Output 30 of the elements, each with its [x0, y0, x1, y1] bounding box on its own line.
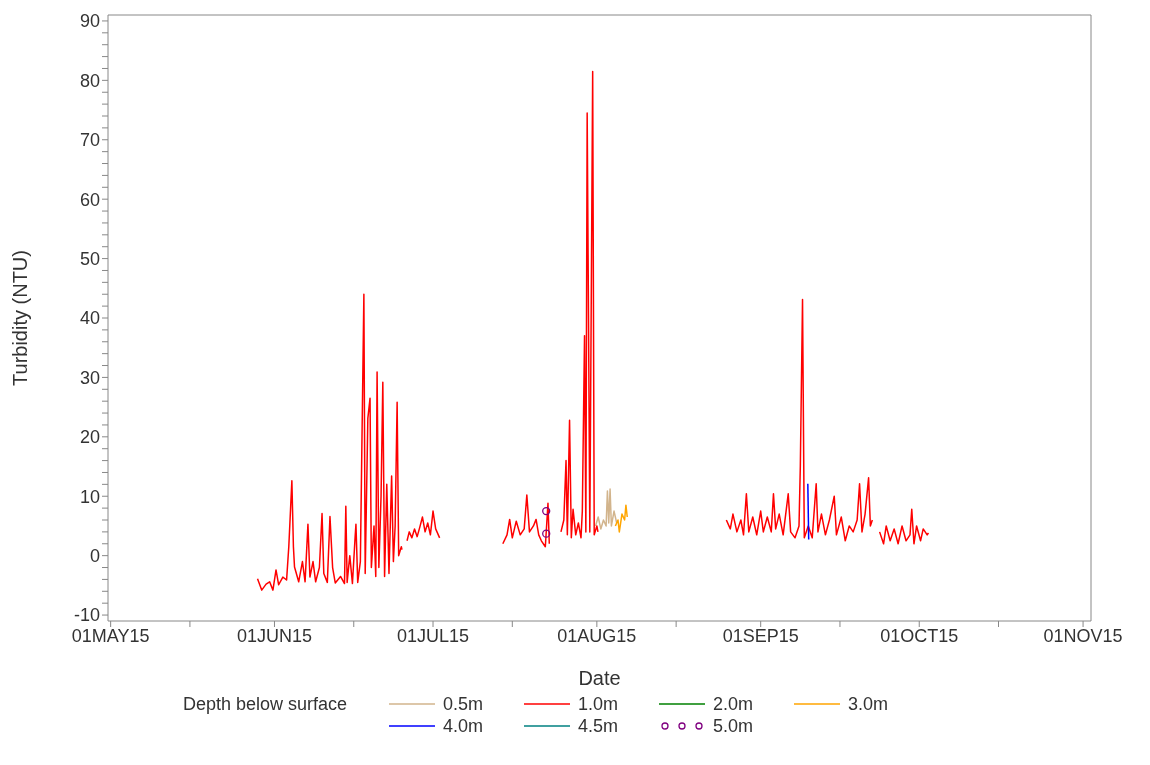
y-tick-label: 60: [79, 189, 100, 210]
y-tick-label: 80: [79, 70, 100, 91]
legend-label: 3.0m: [848, 693, 889, 715]
legend-title: Depth below surface: [182, 693, 348, 715]
x-tick-label: 01JUL15: [396, 625, 470, 646]
y-tick-label: 10: [79, 486, 100, 507]
y-tick-label: 20: [79, 427, 100, 448]
y-tick-label: 50: [79, 248, 100, 269]
legend-label: 2.0m: [713, 693, 754, 715]
legend-label: 5.0m: [713, 715, 754, 737]
y-tick-label: 0: [89, 546, 100, 567]
y-tick-label: 30: [79, 367, 100, 388]
legend-label: 4.0m: [443, 715, 484, 737]
y-tick-label: 70: [79, 130, 100, 151]
y-tick-label: 90: [79, 11, 100, 32]
x-tick-label: 01OCT15: [880, 625, 959, 646]
y-tick-label: 40: [79, 308, 100, 329]
x-tick-label: 01MAY15: [71, 625, 150, 646]
legend-label: 4.5m: [578, 715, 619, 737]
x-axis-title: Date: [578, 667, 621, 689]
y-axis-title: Turbidity (NTU): [9, 250, 32, 386]
x-tick-label: 01JUN15: [236, 625, 312, 646]
x-tick-label: 01SEP15: [722, 625, 799, 646]
x-tick-label: 01AUG15: [557, 625, 637, 646]
line-series: [594, 488, 618, 530]
line-series: [614, 504, 628, 533]
x-tick-label: 01NOV15: [1043, 625, 1123, 646]
legend-label: 1.0m: [578, 693, 619, 715]
y-tick-label: -10: [73, 605, 100, 626]
legend-label: 0.5m: [443, 693, 484, 715]
